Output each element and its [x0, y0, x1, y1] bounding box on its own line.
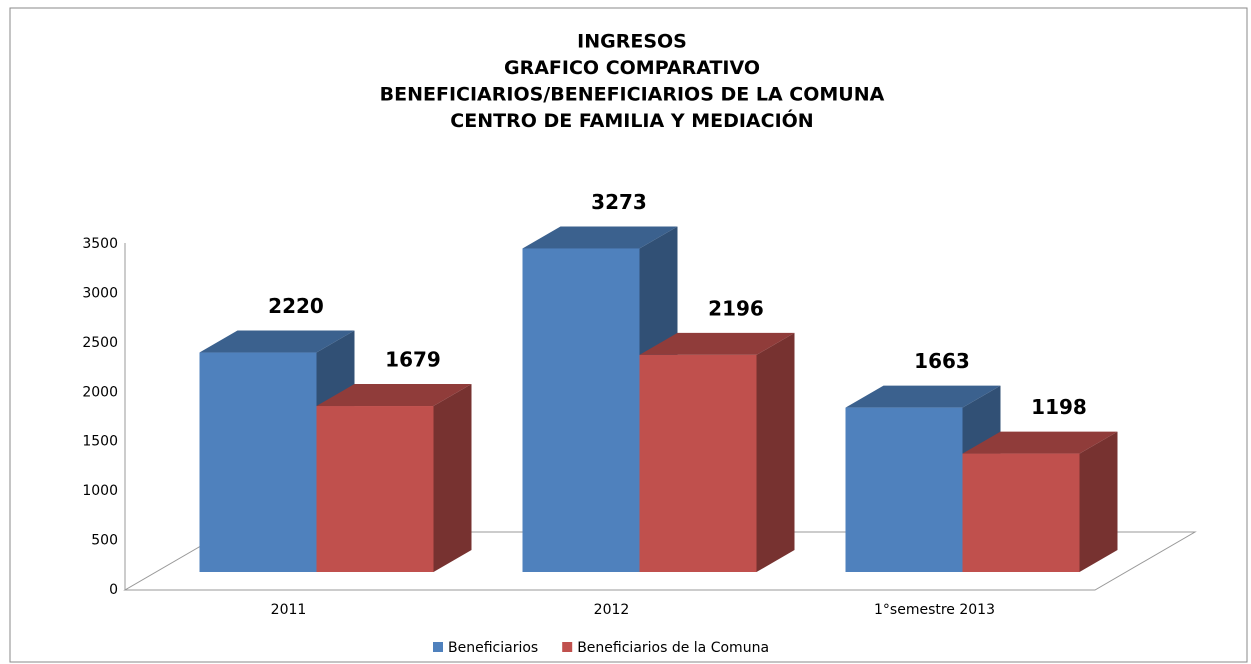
bar-top: [522, 226, 678, 249]
bar: [199, 352, 317, 572]
x-tick-label: 1°semestre 2013: [874, 602, 995, 618]
y-tick-label: 500: [91, 533, 118, 549]
data-label: 2220: [268, 294, 324, 318]
bar: [845, 407, 963, 572]
bar-side: [756, 332, 795, 572]
x-tick-label: 2011: [271, 602, 307, 618]
chart-title: BENEFICIARIOS/BENEFICIARIOS DE LA COMUNA: [380, 84, 885, 106]
bar-top: [316, 384, 472, 407]
y-tick-label: 1000: [82, 483, 118, 499]
legend-label: Beneficiarios de la Comuna: [577, 640, 769, 656]
data-label: 1663: [914, 349, 970, 373]
chart-title: INGRESOS: [577, 31, 687, 53]
data-label: 3273: [591, 190, 647, 214]
chart-title: CENTRO DE FAMILIA Y MEDIACIÓN: [450, 108, 813, 132]
data-label: 1198: [1031, 395, 1087, 419]
bar-side: [1079, 431, 1118, 572]
bar-top: [199, 330, 355, 353]
bar: [962, 453, 1080, 572]
bar-top: [962, 431, 1118, 454]
bar-top: [639, 332, 795, 355]
y-tick-label: 2000: [82, 384, 118, 400]
data-label: 2196: [708, 296, 764, 320]
bar: [522, 248, 640, 573]
bar: [316, 406, 434, 572]
x-tick-label: 2012: [594, 602, 630, 618]
bar: [639, 354, 757, 572]
y-tick-label: 3500: [82, 236, 118, 252]
legend-swatch: [433, 642, 443, 652]
legend-label: Beneficiarios: [448, 640, 538, 656]
y-tick-label: 2500: [82, 335, 118, 351]
data-label: 1679: [385, 348, 441, 372]
bar-side: [433, 384, 472, 572]
y-tick-label: 3000: [82, 285, 118, 301]
legend-swatch: [562, 642, 573, 652]
bar-top: [845, 385, 1001, 408]
chart-title: GRAFICO COMPARATIVO: [504, 57, 760, 79]
y-tick-label: 0: [109, 582, 118, 598]
y-tick-label: 1500: [82, 434, 118, 450]
